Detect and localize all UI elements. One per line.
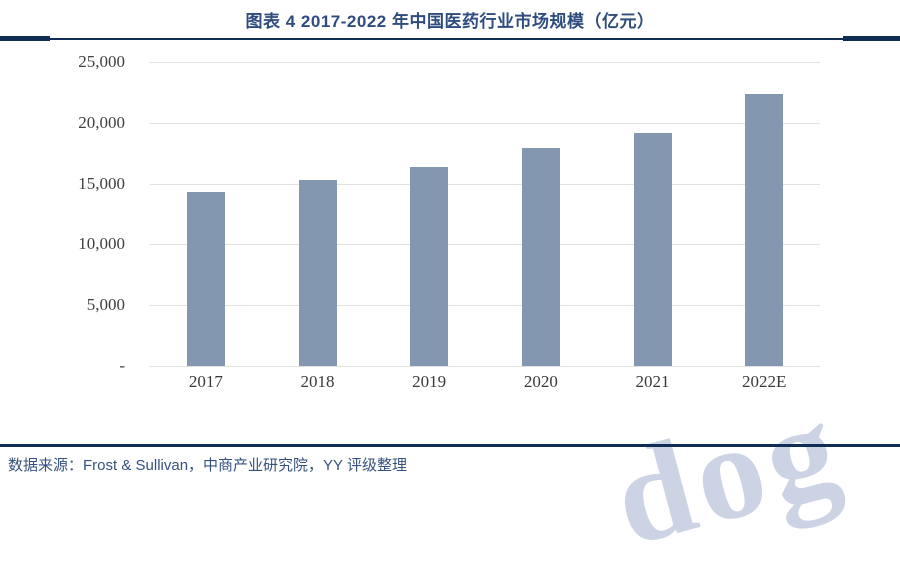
x-tick-label-2018: 2018 [300, 372, 335, 391]
y-tick-label: - [119, 356, 125, 375]
y-tick-label: 20,000 [78, 112, 125, 132]
bar-2019 [410, 166, 449, 366]
bar-2021 [633, 132, 672, 366]
x-tick-label-2021: 2021 [635, 372, 670, 391]
gridline [150, 305, 820, 307]
header-rule-right-cap [843, 36, 900, 41]
x-axis: 2017 2018 2019 2020 2021 2022E [150, 372, 820, 396]
bar-2020 [521, 148, 560, 366]
gridline [150, 244, 820, 246]
y-axis: 25,000 20,000 15,000 10,000 5,000 - [30, 52, 125, 375]
bar-2017 [186, 192, 225, 366]
bar-2022E [745, 93, 784, 366]
gridline [150, 122, 820, 124]
header-rule-left-cap [0, 36, 50, 41]
y-tick-label: 5,000 [86, 295, 125, 315]
header-rule [0, 38, 900, 40]
plot-area [150, 62, 820, 367]
bar-slot [597, 62, 709, 366]
bar-slot [708, 62, 820, 366]
gridline [150, 62, 820, 63]
y-tick-label: 15,000 [78, 173, 125, 193]
report-chart-page: 图表 4 2017-2022 年中国医药行业市场规模（亿元） 25,000 20,… [0, 12, 900, 575]
y-tick-label: 25,000 [78, 52, 125, 71]
footer-rule [0, 444, 900, 447]
x-tick-label-2022E: 2022E [742, 372, 787, 391]
y-tick-label: 10,000 [78, 234, 125, 254]
x-tick-label-2017: 2017 [188, 372, 223, 391]
bar-series [150, 62, 820, 366]
bar-slot [373, 62, 485, 366]
bar-slot [485, 62, 597, 366]
bar-slot [262, 62, 374, 366]
bar-2018 [298, 179, 337, 366]
chart-title: 图表 4 2017-2022 年中国医药行业市场规模（亿元） [245, 12, 655, 31]
data-source-note: 数据来源：Frost & Sullivan，中商产业研究院，YY 评级整理 [8, 457, 407, 474]
x-tick-label-2020: 2020 [523, 372, 558, 391]
x-tick-label-2019: 2019 [412, 372, 447, 391]
watermark: dog [598, 371, 858, 575]
bar-slot [150, 62, 262, 366]
gridline [150, 183, 820, 185]
gridline [150, 366, 820, 367]
